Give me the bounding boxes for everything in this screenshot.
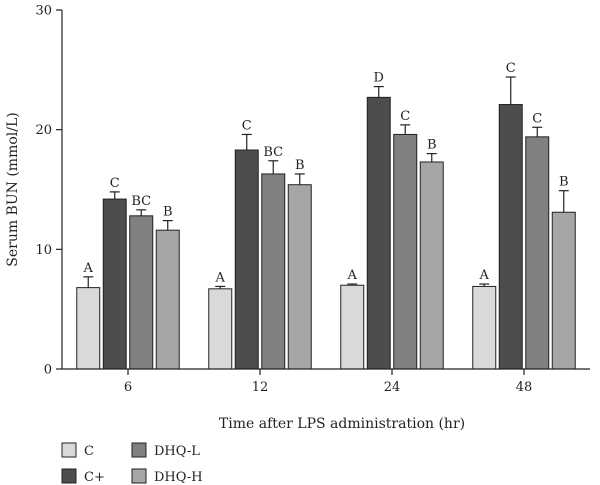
y-tick-label: 20 bbox=[35, 123, 52, 138]
significance-label: B bbox=[163, 205, 173, 220]
y-tick-label: 0 bbox=[44, 363, 52, 378]
bar-C-6 bbox=[76, 287, 101, 370]
y-axis-ticks: 0 10 20 30 bbox=[35, 4, 62, 378]
bar-C-48 bbox=[472, 285, 497, 370]
bar-DHQ-H-24 bbox=[419, 161, 444, 370]
significance-label: B bbox=[295, 158, 305, 173]
x-tick-label: 48 bbox=[516, 380, 533, 395]
bar-C-12 bbox=[208, 288, 233, 370]
significance-label: B bbox=[427, 138, 437, 153]
bar-DHQ-L-24 bbox=[393, 133, 418, 370]
x-tick-label: 12 bbox=[252, 380, 269, 395]
significance-label: A bbox=[215, 270, 226, 285]
significance-label: A bbox=[83, 261, 94, 276]
bar-DHQ-H-12 bbox=[287, 184, 312, 370]
legend: C C+ DHQ-L DHQ-H bbox=[61, 442, 203, 485]
legend-swatch bbox=[131, 442, 147, 458]
bar-C+-48 bbox=[498, 104, 523, 370]
legend-label: C bbox=[84, 444, 94, 459]
bar-DHQ-L-48 bbox=[525, 136, 550, 370]
x-tick-label: 6 bbox=[124, 380, 132, 395]
x-tick-label: 24 bbox=[384, 380, 401, 395]
significance-label: C bbox=[242, 118, 252, 133]
bar-C+-6 bbox=[102, 198, 127, 370]
legend-swatch bbox=[61, 468, 77, 484]
bar-C+-24 bbox=[366, 96, 391, 370]
plot-area: A C BC B A C BC B A D C B A C C B bbox=[76, 61, 576, 370]
significance-label: C bbox=[110, 176, 120, 191]
significance-label: C bbox=[532, 111, 542, 126]
significance-label: C bbox=[506, 61, 516, 76]
bar-DHQ-L-12 bbox=[261, 173, 286, 370]
significance-label: A bbox=[479, 268, 490, 283]
significance-label: A bbox=[347, 268, 358, 283]
x-axis-title: Time after LPS administration (hr) bbox=[219, 416, 465, 432]
x-axis-ticks: 6 12 24 48 bbox=[124, 369, 532, 395]
significance-label: BC bbox=[131, 194, 151, 209]
bar-DHQ-L-6 bbox=[129, 215, 154, 370]
significance-label: BC bbox=[263, 145, 283, 160]
bar-DHQ-H-48 bbox=[551, 211, 576, 370]
y-tick-label: 30 bbox=[35, 4, 52, 19]
significance-label: D bbox=[374, 71, 384, 86]
legend-swatch bbox=[61, 442, 77, 458]
bar-DHQ-H-6 bbox=[155, 229, 180, 370]
significance-label: C bbox=[400, 109, 410, 124]
bar-C-24 bbox=[340, 284, 365, 370]
legend-label: DHQ-H bbox=[154, 470, 203, 485]
bar-C+-12 bbox=[234, 149, 259, 370]
y-tick-label: 10 bbox=[35, 243, 52, 258]
significance-label: B bbox=[559, 175, 569, 190]
legend-swatch bbox=[131, 468, 147, 484]
legend-label: DHQ-L bbox=[154, 444, 200, 459]
y-axis-title: Serum BUN (mmol/L) bbox=[5, 112, 21, 267]
legend-label: C+ bbox=[84, 470, 105, 485]
